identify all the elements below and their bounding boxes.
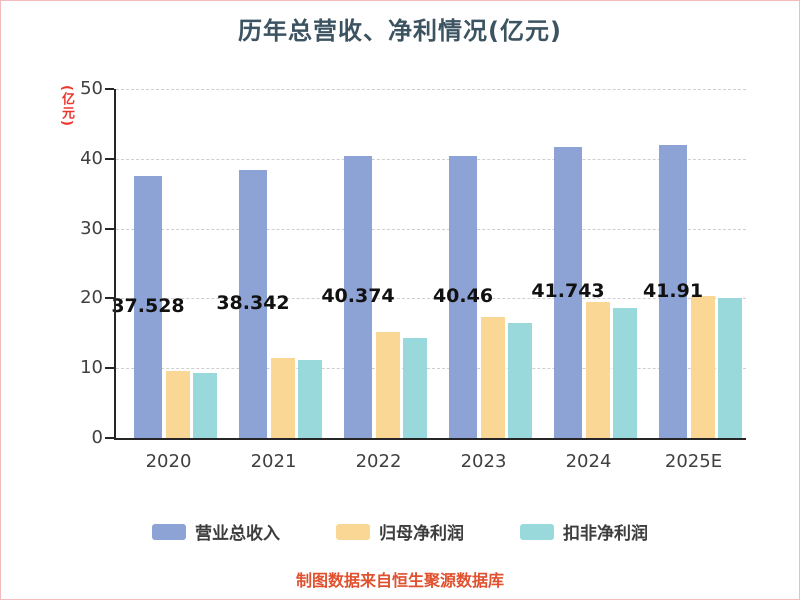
y-tick-label: 10: [80, 357, 103, 379]
legend-item-归母净利润: 归母净利润: [336, 519, 464, 544]
legend-swatch: [152, 523, 186, 540]
bar-营业总收入: [554, 146, 582, 438]
bar-营业总收入: [239, 170, 267, 438]
legend: 营业总收入 归母净利润 扣非净利润: [1, 519, 799, 544]
legend-label: 营业总收入: [195, 524, 280, 544]
legend-swatch: [520, 523, 554, 540]
y-tick-label: 40: [80, 147, 103, 169]
bar-扣非净利润: [193, 373, 217, 438]
x-tick-label: 2020: [145, 451, 192, 472]
legend-label: 归母净利润: [379, 524, 464, 544]
bar-扣非净利润: [403, 338, 427, 438]
revenue-data-label: 41.91: [642, 279, 704, 302]
revenue-data-label: 40.374: [321, 285, 395, 308]
revenue-data-label: 40.46: [432, 284, 494, 307]
bar-归母净利润: [166, 371, 190, 438]
y-tick-label: 50: [80, 78, 103, 99]
legend-item-营业总收入: 营业总收入: [152, 519, 280, 544]
grid-line: [116, 158, 746, 160]
revenue-data-label: 38.342: [216, 292, 290, 315]
bar-归母净利润: [271, 357, 295, 438]
bar-group: 38.342: [216, 89, 326, 438]
grid-line: [116, 89, 746, 90]
bar-归母净利润: [691, 296, 715, 438]
y-tick-label: 0: [91, 427, 103, 448]
revenue-data-label: 37.528: [111, 295, 185, 318]
bar-group: 41.91: [641, 89, 746, 438]
legend-item-扣非净利润: 扣非净利润: [520, 519, 648, 544]
bar-归母净利润: [586, 301, 610, 438]
y-tick-mark: [105, 367, 114, 370]
legend-label: 扣非净利润: [563, 524, 648, 544]
data-source-note: 制图数据来自恒生聚源数据库: [295, 571, 504, 590]
y-axis-unit-label: (亿元): [59, 85, 74, 127]
plot-area: 37.528 38.342 40.374 40.46 41.743 41.91: [111, 89, 746, 438]
x-tick-label: 2022: [355, 451, 402, 472]
bar-group: 40.374: [321, 89, 431, 438]
bar-扣非净利润: [718, 298, 742, 438]
bar-营业总收入: [134, 176, 162, 438]
y-tick-label: 30: [80, 217, 103, 239]
x-tick-label: 2024: [565, 451, 612, 472]
bar-归母净利润: [376, 331, 400, 438]
y-tick-mark: [105, 297, 114, 300]
x-axis-line: [114, 438, 746, 440]
x-tick-label: 2025E: [664, 451, 723, 472]
x-tick-label: 2021: [250, 451, 297, 472]
bar-group: 37.528: [111, 89, 221, 438]
grid-line: [116, 228, 746, 230]
y-axis-line: [114, 89, 116, 440]
bar-归母净利润: [481, 317, 505, 438]
x-tick-label: 2023: [460, 451, 507, 472]
bar-group: 41.743: [531, 89, 641, 438]
grid-line: [116, 368, 746, 370]
chart-title: 历年总营收、净利情况(亿元): [238, 17, 562, 45]
bar-营业总收入: [449, 155, 477, 438]
bar-扣非净利润: [508, 322, 532, 438]
y-tick-mark: [105, 88, 114, 90]
legend-swatch: [336, 523, 370, 540]
y-tick-mark: [105, 437, 114, 439]
bar-营业总收入: [344, 156, 372, 438]
grid-line: [116, 298, 746, 300]
y-tick-label: 20: [80, 287, 103, 309]
bar-扣非净利润: [298, 359, 322, 438]
y-tick-mark: [105, 157, 114, 160]
bar-扣非净利润: [613, 308, 637, 438]
revenue-data-label: 41.743: [531, 280, 605, 303]
bar-group: 40.46: [431, 89, 536, 438]
bar-营业总收入: [659, 145, 687, 438]
y-tick-mark: [105, 227, 114, 230]
